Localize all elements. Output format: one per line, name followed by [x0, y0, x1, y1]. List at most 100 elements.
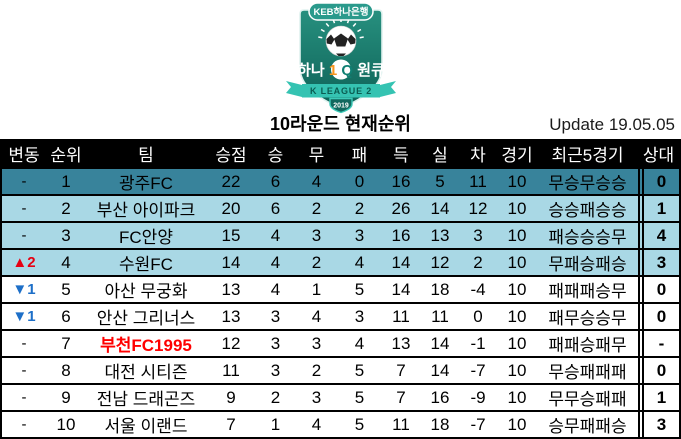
rank-change-indicator: - [21, 362, 27, 379]
brand-text: 하나 1 Q 원큐 [297, 62, 385, 79]
brand-prefix: 하나 [297, 62, 325, 79]
head-to-head-value: - [638, 331, 679, 356]
team-name: 수원FC [119, 255, 173, 274]
rank-value: 4 [61, 252, 71, 272]
goals-against-value: 18 [430, 414, 450, 434]
table-header-row: 변동 순위 팀 승점 승 무 패 득 실 차 경기 최근5경기 상대 [2, 139, 679, 167]
table-row: - 7 부천FC1995 12 3 3 4 13 14 -1 10 패패승패무 … [2, 329, 679, 356]
update-date-label: Update 19.05.05 [549, 115, 675, 134]
year-label: 2019 [333, 103, 349, 110]
goals-for-value: 11 [392, 306, 410, 326]
points-value: 22 [221, 171, 241, 191]
ribbon-tail-right [379, 81, 396, 97]
recent5-results: 승승패승승 [548, 201, 627, 220]
recent5-results: 무승무승승 [548, 174, 627, 193]
draws-value: 2 [311, 252, 322, 272]
header-area: KEB하나은행 하나 1 Q 원큐 K LEAGUE 2 2019 10라운드 … [0, 0, 681, 139]
goals-for-value: 26 [391, 198, 411, 218]
losses-value: 5 [354, 387, 365, 407]
goals-against-value: 12 [430, 252, 450, 272]
rank-value: 5 [61, 279, 71, 299]
goal-diff-value: -7 [470, 414, 486, 434]
soccer-ball-icon [325, 25, 356, 57]
losses-value: 5 [354, 279, 365, 299]
head-to-head-value: 0 [638, 304, 679, 329]
wins-value: 3 [270, 360, 281, 380]
goal-diff-value: 3 [473, 225, 483, 245]
losses-value: 3 [354, 306, 365, 326]
rank-value: 10 [56, 414, 76, 434]
league-band [301, 84, 380, 98]
draws-value: 2 [311, 360, 322, 380]
points-value: 7 [226, 414, 236, 434]
head-to-head-value: 1 [638, 196, 679, 221]
goals-for-value: 14 [391, 279, 411, 299]
draws-value: 3 [311, 333, 322, 353]
team-name: 대전 시티즌 [104, 363, 188, 382]
head-to-head-value: 0 [638, 358, 679, 383]
goals-for-value: 16 [391, 171, 411, 191]
team-name: 부산 아이파크 [96, 201, 196, 220]
draws-value: 1 [311, 279, 322, 299]
losses-value: 2 [354, 198, 365, 218]
head-to-head-value: 0 [638, 169, 679, 194]
games-played-value: 10 [507, 360, 527, 380]
table-row: ▼1 5 아산 무궁화 13 4 1 5 14 18 -4 10 패패패승무 0 [2, 275, 679, 302]
games-played-value: 10 [507, 225, 527, 245]
points-value: 11 [222, 360, 240, 380]
goals-for-value: 14 [391, 252, 411, 272]
recent5-results: 무승패패패 [548, 363, 627, 382]
goal-diff-value: 11 [469, 171, 487, 191]
col-header-ga: 실 [432, 145, 448, 165]
losses-value: 0 [354, 171, 365, 191]
points-value: 13 [221, 279, 241, 299]
ribbon-tail-left [285, 81, 302, 97]
head-to-head-value: 3 [638, 250, 679, 275]
games-played-value: 10 [507, 279, 527, 299]
rank-value: 9 [61, 387, 71, 407]
col-header-played: 경기 [501, 145, 533, 165]
col-header-draw: 무 [308, 145, 325, 165]
draws-value: 3 [311, 387, 322, 407]
rank-value: 7 [61, 333, 71, 353]
wins-value: 2 [270, 387, 281, 407]
rank-change-indicator: - [21, 389, 27, 406]
rank-value: 6 [61, 306, 71, 326]
table-row: - 3 FC안양 15 4 3 3 16 13 3 10 패승승승무 4 [2, 221, 679, 248]
games-played-value: 10 [507, 306, 527, 326]
team-name: 전남 드래곤즈 [96, 390, 196, 409]
goals-for-value: 16 [391, 225, 411, 245]
goal-diff-value: 12 [468, 198, 488, 218]
games-played-value: 10 [507, 387, 527, 407]
table-row: - 2 부산 아이파크 20 6 2 2 26 14 12 10 승승패승승 1 [2, 194, 679, 221]
goals-for-value: 13 [391, 333, 411, 353]
points-value: 14 [221, 252, 241, 272]
wins-value: 3 [270, 333, 281, 353]
wins-value: 3 [270, 306, 281, 326]
goal-diff-value: -9 [470, 387, 486, 407]
league-label: K LEAGUE 2 [309, 86, 371, 96]
oneq-badge [330, 59, 351, 80]
draws-value: 4 [311, 306, 322, 326]
rank-change-indicator: - [21, 335, 27, 352]
losses-value: 4 [354, 333, 365, 353]
col-header-change: 변동 [8, 145, 40, 165]
team-name: FC안양 [119, 228, 173, 247]
page-title: 10라운드 현재순위 [270, 114, 411, 134]
bank-label: KEB하나은행 [313, 6, 368, 18]
recent5-results: 승무패패승 [548, 417, 627, 436]
team-name: 아산 무궁화 [104, 282, 188, 301]
rank-change-indicator: - [21, 173, 27, 190]
rank-change-indicator: ▼1 [12, 281, 36, 298]
team-name: 광주FC [119, 174, 173, 193]
goals-against-value: 14 [430, 333, 450, 353]
goal-diff-value: -4 [470, 279, 486, 299]
goals-against-value: 13 [430, 225, 450, 245]
col-header-team: 팀 [138, 145, 154, 165]
points-value: 12 [221, 333, 241, 353]
head-to-head-value: 3 [638, 412, 679, 437]
games-played-value: 10 [507, 414, 527, 434]
bank-banner [307, 2, 374, 21]
wins-value: 1 [270, 414, 281, 434]
goals-for-value: 11 [392, 414, 410, 434]
